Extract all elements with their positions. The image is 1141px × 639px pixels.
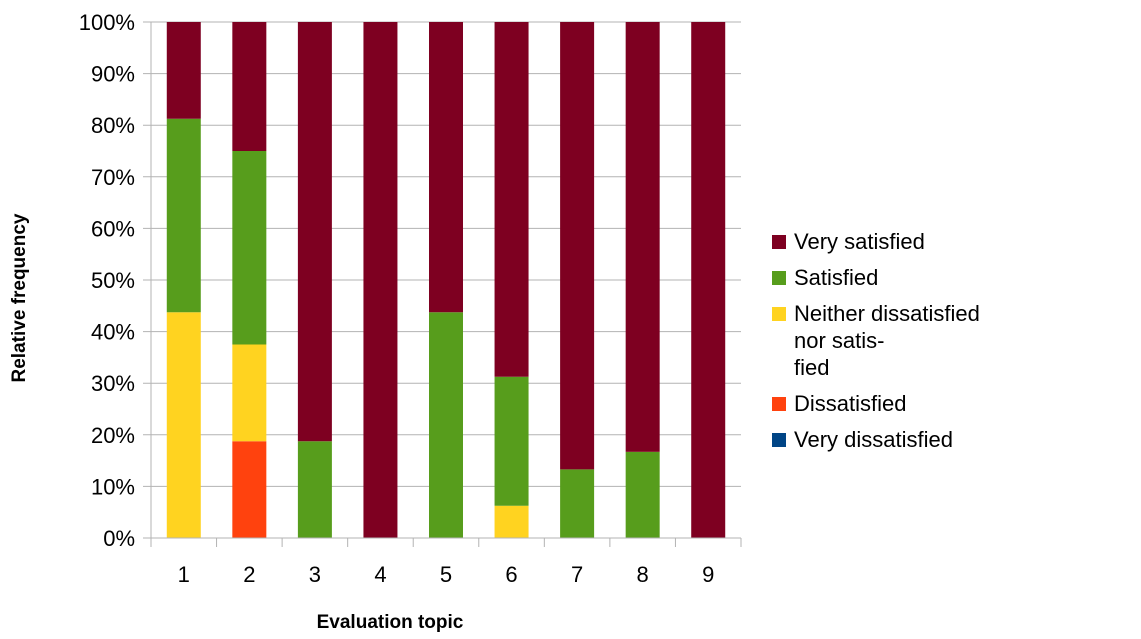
y-tick-label: 90% [91, 62, 135, 87]
bar-segment [625, 451, 660, 538]
y-tick-label: 10% [91, 474, 135, 499]
legend-label: Very dissatisfied [794, 427, 953, 452]
axes: 0% 10% 20% 30% 40% 50% 60% 70% 80% 90% 100% 1 2 3 4 5 6 7… [79, 10, 742, 587]
bar-segment [166, 312, 201, 538]
legend-label: Neither dissatisfied nor satis-fied [794, 301, 980, 380]
legend-label: Very satisfied [794, 229, 925, 254]
x-tick-label: 3 [309, 562, 321, 587]
legend-swatch [772, 271, 786, 285]
bars [166, 22, 726, 538]
x-tick-label: 5 [440, 562, 452, 587]
bar-segment [232, 22, 267, 151]
legend-item: Very dissatisfied [772, 426, 1132, 453]
x-tick-label: 6 [505, 562, 517, 587]
x-tick-label: 4 [374, 562, 386, 587]
bar-segment [232, 344, 267, 442]
x-axis-title: Evaluation topic [317, 612, 464, 633]
bar-segment [691, 22, 726, 538]
x-tick-label: 9 [702, 562, 714, 587]
legend-swatch [772, 397, 786, 411]
bar-segment [429, 22, 463, 313]
x-tick-label: 7 [571, 562, 583, 587]
bar-segment [363, 22, 398, 538]
y-axis-title: Relative frequency [9, 213, 30, 382]
legend-item: Satisfied [772, 264, 1132, 291]
legend-label: Dissatisfied [794, 391, 907, 416]
legend-swatch [772, 235, 786, 249]
y-tick-label: 70% [91, 165, 135, 190]
bar-segment [560, 22, 595, 470]
bar-segment [166, 118, 201, 313]
legend: Very satisfied Satisfied Neither dissatisf… [772, 228, 1132, 462]
legend-item: Neither dissatisfied nor satis-fied [772, 300, 1132, 381]
x-tick-label: 2 [243, 562, 255, 587]
legend-swatch [772, 433, 786, 447]
y-tick-label: 50% [91, 268, 135, 293]
y-tick-label: 30% [91, 371, 135, 396]
y-tick-label: 80% [91, 113, 135, 138]
bar-segment [297, 22, 332, 442]
legend-label: Satisfied [794, 265, 879, 290]
bar-segment [494, 22, 529, 377]
bar-segment [625, 22, 660, 452]
y-tick-label: 40% [91, 320, 135, 345]
y-tick-label: 100% [79, 10, 135, 35]
x-tick-label: 1 [178, 562, 190, 587]
y-tick-label: 20% [91, 423, 135, 448]
bar-segment [494, 376, 529, 506]
bar-segment [297, 441, 332, 538]
bar-segment [232, 441, 267, 538]
bar-segment [232, 151, 267, 345]
bar-segment [429, 312, 463, 538]
legend-swatch [772, 307, 786, 321]
y-tick-label: 0% [103, 526, 135, 551]
legend-item: Very satisfied [772, 228, 1132, 255]
bar-segment [560, 469, 595, 538]
y-tick-label: 60% [91, 216, 135, 241]
legend-item: Dissatisfied [772, 390, 1132, 417]
x-tick-label: 8 [637, 562, 649, 587]
bar-segment [166, 22, 201, 119]
bar-segment [494, 505, 529, 538]
